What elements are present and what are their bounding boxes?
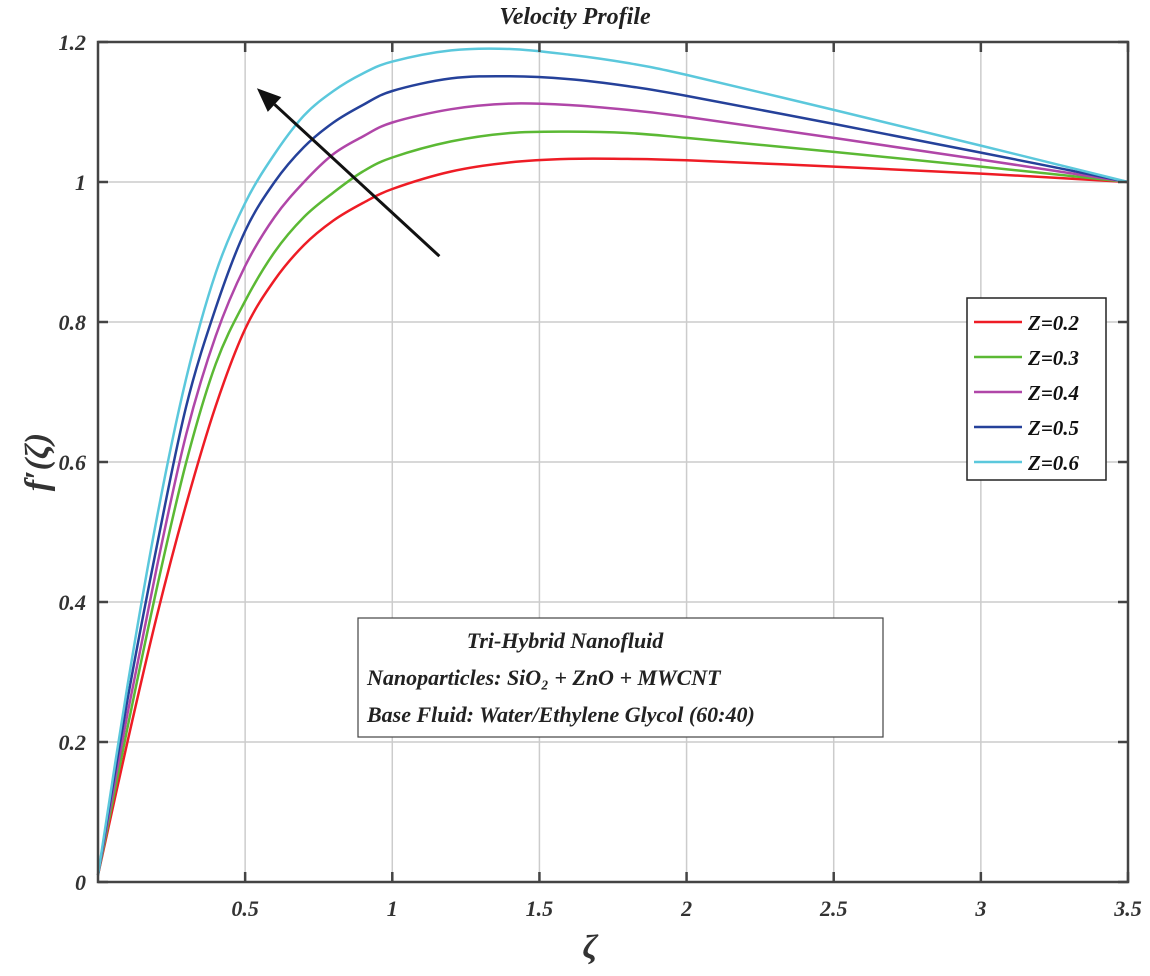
series-line-Z=0.3 bbox=[96, 130, 1129, 876]
x-tick-label: 3 bbox=[974, 896, 986, 921]
legend-label: Z=0.6 bbox=[1027, 451, 1080, 475]
legend-label: Z=0.2 bbox=[1027, 311, 1080, 335]
x-tick-label: 1 bbox=[387, 896, 398, 921]
axis-ticks: 0.5 1 1.5 2 2.5 3 3.5 0 0.2 0.4 0.6 0.8 1 1.2 bbox=[59, 30, 1142, 921]
trend-arrow bbox=[256, 88, 441, 258]
series-line-Z=0.2 bbox=[96, 157, 1129, 876]
series-line-Z=0.4 bbox=[96, 102, 1129, 876]
y-tick-label: 0.8 bbox=[59, 310, 87, 335]
x-tick-label: 2 bbox=[680, 896, 692, 921]
y-tick-label: 1.2 bbox=[59, 30, 87, 55]
annotation-box: Tri-Hybrid Nanofluid Nanoparticles: SiO₂… bbox=[357, 617, 884, 738]
arrow-head-icon bbox=[256, 88, 282, 112]
y-axis-label: f′(ζ) bbox=[19, 433, 56, 492]
series-line-Z=0.6 bbox=[96, 47, 1129, 876]
legend: Z=0.2 Z=0.3 Z=0.4 Z=0.5 Z=0.6 bbox=[966, 297, 1107, 481]
y-tick-label: 0.4 bbox=[59, 590, 87, 615]
annotation-line-1: Tri-Hybrid Nanofluid bbox=[467, 628, 665, 653]
annotation-line-3: Base Fluid: Water/Ethylene Glycol (60:40… bbox=[366, 702, 755, 727]
x-axis-label: ζ bbox=[583, 929, 599, 966]
annotation-frame bbox=[357, 617, 884, 738]
x-tick-label: 3.5 bbox=[1113, 896, 1142, 921]
legend-label: Z=0.3 bbox=[1027, 346, 1079, 370]
x-tick-label: 2.5 bbox=[819, 896, 848, 921]
legend-label: Z=0.5 bbox=[1027, 416, 1079, 440]
y-tick-label: 1 bbox=[75, 170, 86, 195]
x-tick-label: 1.5 bbox=[526, 896, 554, 921]
legend-label: Z=0.4 bbox=[1027, 381, 1079, 405]
legend-box bbox=[966, 297, 1107, 481]
annotation-line-2: Nanoparticles: SiO₂ + ZnO + MWCNT bbox=[366, 665, 722, 690]
y-tick-label: 0.2 bbox=[59, 730, 87, 755]
arrow-shaft bbox=[273, 103, 441, 258]
y-tick-label: 0 bbox=[75, 870, 86, 895]
y-tick-label: 0.6 bbox=[59, 450, 87, 475]
x-tick-label: 0.5 bbox=[231, 896, 259, 921]
series-lines bbox=[96, 47, 1129, 876]
chart-title: Velocity Profile bbox=[499, 4, 651, 30]
series-line-Z=0.5 bbox=[96, 74, 1129, 876]
